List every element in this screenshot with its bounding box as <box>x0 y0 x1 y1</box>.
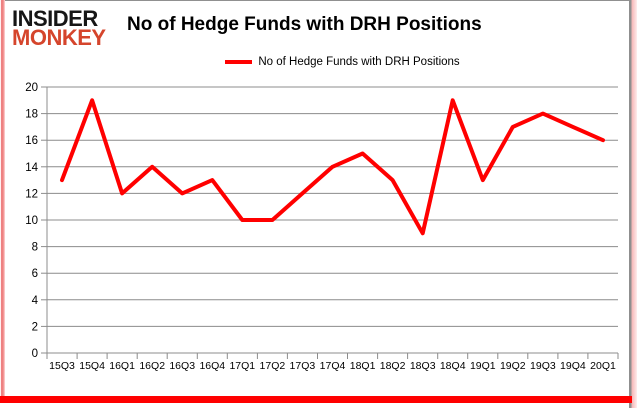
x-axis-ticks <box>46 353 619 359</box>
x-tick-label: 18Q4 <box>440 360 466 372</box>
y-gridlines: 0 2 4 6 8 10 12 14 16 18 20 <box>25 82 618 360</box>
frame-border-bottom <box>0 396 632 403</box>
legend-line-marker <box>225 60 253 64</box>
series-line <box>60 98 605 236</box>
x-tick-label: 19Q2 <box>500 360 526 372</box>
legend-label: No of Hedge Funds with DRH Positions <box>258 56 460 68</box>
x-tick-label: 18Q3 <box>410 360 436 372</box>
insider-monkey-logo: INSIDER MONKEY <box>12 8 106 49</box>
x-tick-label: 15Q4 <box>79 360 105 372</box>
x-tick-label: 16Q1 <box>109 360 135 372</box>
frame-border-left <box>0 0 5 396</box>
y-tick-label: 8 <box>32 242 38 254</box>
x-tick-label: 18Q1 <box>350 360 376 372</box>
x-tick-label: 19Q1 <box>470 360 496 372</box>
y-tick-label: 16 <box>25 135 38 147</box>
y-tick-label: 10 <box>25 215 38 227</box>
x-axis-labels: 15Q3 15Q4 16Q1 16Q2 16Q3 16Q4 17Q1 17Q2 17Q3 17Q4… <box>49 360 616 372</box>
y-tick-label: 4 <box>32 295 39 307</box>
x-tick-label: 15Q3 <box>49 360 75 372</box>
x-tick-label: 18Q2 <box>380 360 406 372</box>
y-tick-label: 6 <box>32 268 38 280</box>
y-tick-label: 12 <box>25 188 38 200</box>
frame-border-top <box>0 0 637 1</box>
x-tick-label: 17Q2 <box>260 360 286 372</box>
y-tick-label: 20 <box>25 82 38 94</box>
x-tick-label: 19Q3 <box>530 360 556 372</box>
logo-text-monkey: MONKEY <box>12 25 106 50</box>
x-tick-label: 16Q4 <box>199 360 225 372</box>
x-tick-label: 17Q4 <box>320 360 346 372</box>
x-tick-label: 16Q2 <box>139 360 165 372</box>
legend: No of Hedge Funds with DRH Positions <box>24 56 637 68</box>
y-tick-label: 2 <box>32 321 38 333</box>
x-tick-label: 20Q1 <box>590 360 616 372</box>
axes <box>46 87 618 354</box>
x-tick-label: 19Q4 <box>560 360 586 372</box>
y-tick-label: 0 <box>32 348 38 360</box>
x-tick-label: 17Q1 <box>229 360 255 372</box>
page-title: No of Hedge Funds with DRH Positions <box>127 14 482 35</box>
logo-text-insider: INSIDER <box>12 6 98 31</box>
x-tick-label: 16Q3 <box>169 360 195 372</box>
x-tick-label: 17Q3 <box>290 360 316 372</box>
y-tick-label: 18 <box>25 109 38 121</box>
y-tick-label: 14 <box>25 162 38 174</box>
frame-border-right <box>629 0 637 408</box>
